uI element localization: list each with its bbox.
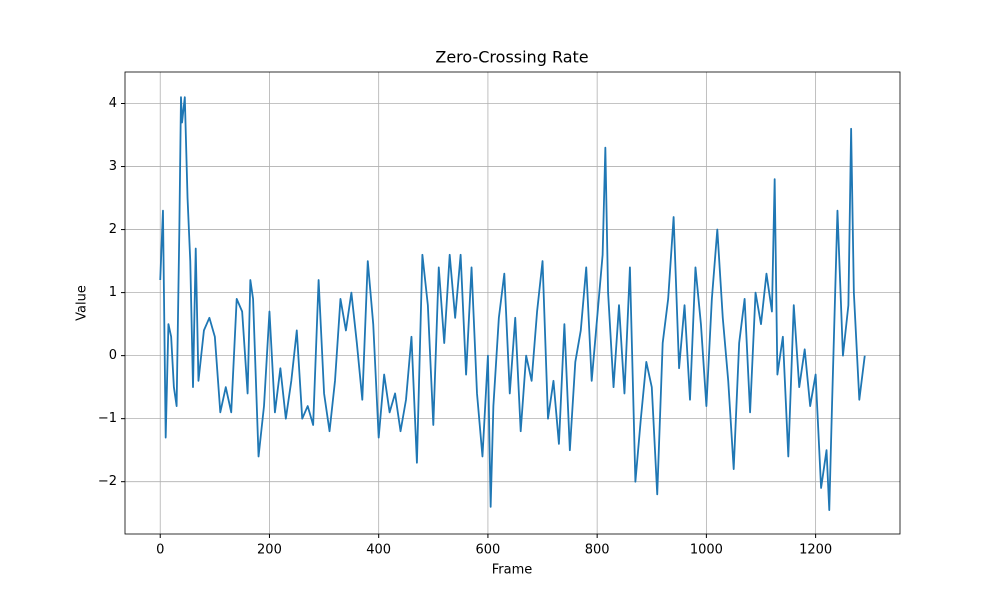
y-tick-label: 1 (109, 285, 117, 300)
x-tick-label: 800 (585, 543, 610, 558)
chart-title: Zero-Crossing Rate (435, 48, 588, 67)
x-tick-label: 200 (257, 543, 282, 558)
y-tick-label: 2 (109, 222, 117, 237)
x-tick-label: 0 (156, 543, 164, 558)
y-tick-label: 0 (109, 348, 117, 363)
y-tick-label: −2 (98, 474, 117, 489)
plot-frame (124, 71, 901, 535)
y-tick-label: 4 (109, 96, 117, 111)
y-tick-label: 3 (109, 159, 117, 174)
x-tick-label: 400 (366, 543, 391, 558)
data-line (159, 96, 866, 511)
x-tick-label: 600 (476, 543, 501, 558)
x-tick-label: 1200 (799, 543, 832, 558)
x-axis-label: Frame (492, 563, 533, 578)
y-tick-label: −1 (98, 411, 117, 426)
y-axis-label: Value (75, 285, 90, 321)
x-tick-label: 1000 (690, 543, 723, 558)
